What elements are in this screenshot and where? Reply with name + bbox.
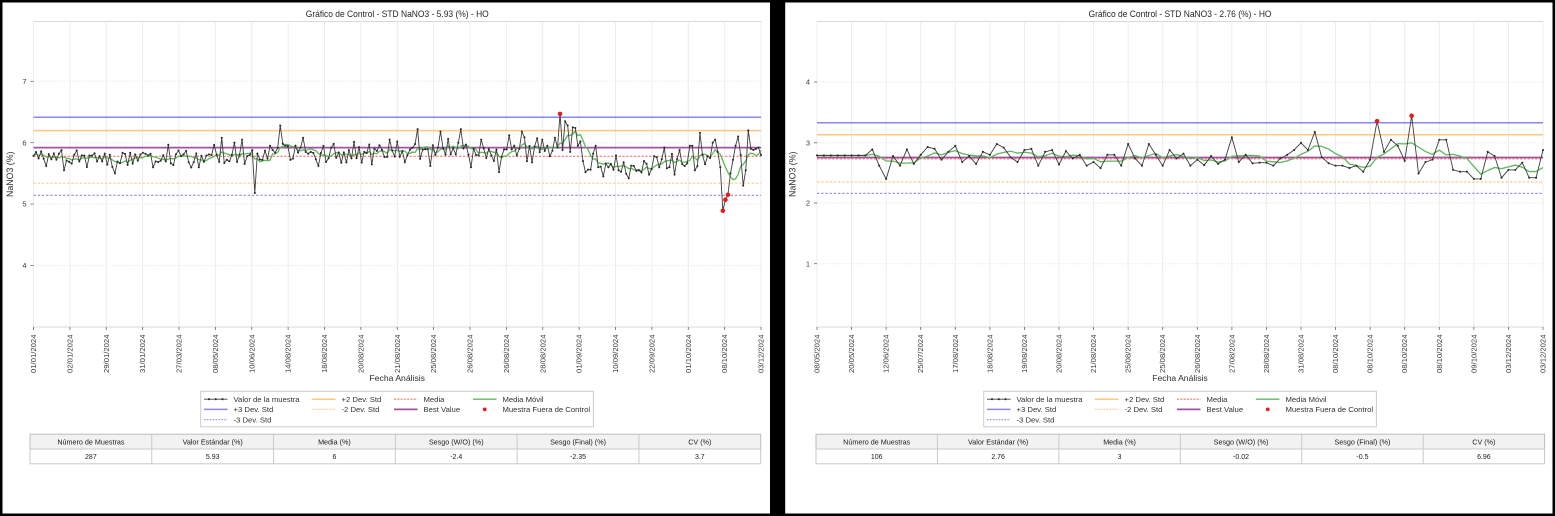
- svg-text:-0.02: -0.02: [1233, 454, 1249, 461]
- svg-text:-2 Dev. Std: -2 Dev. Std: [1125, 405, 1163, 414]
- svg-text:14/08/2024: 14/08/2024: [284, 335, 293, 374]
- svg-text:-3 Dev. Std: -3 Dev. Std: [1017, 415, 1055, 424]
- svg-text:5.93: 5.93: [206, 454, 220, 461]
- svg-text:26/08/2024: 26/08/2024: [502, 335, 511, 374]
- svg-text:01/01/2024: 01/01/2024: [29, 335, 38, 374]
- svg-text:20/08/2024: 20/08/2024: [1055, 335, 1064, 374]
- svg-text:Best Value: Best Value: [1207, 405, 1244, 414]
- svg-text:03/12/2024: 03/12/2024: [1539, 335, 1548, 374]
- svg-text:NaNO3 (%): NaNO3 (%): [5, 151, 15, 197]
- svg-text:Muestra Fuera de Control: Muestra Fuera de Control: [1286, 405, 1374, 414]
- svg-text:Media (%): Media (%): [1103, 437, 1136, 446]
- svg-text:18/08/2024: 18/08/2024: [320, 335, 329, 374]
- svg-text:01/10/2024: 01/10/2024: [684, 335, 693, 374]
- svg-text:08/05/2024: 08/05/2024: [813, 335, 822, 374]
- svg-text:+3 Dev. Std: +3 Dev. Std: [1017, 405, 1057, 414]
- svg-text:Media Móvil: Media Móvil: [503, 395, 544, 404]
- svg-text:Fecha Análisis: Fecha Análisis: [1152, 373, 1207, 383]
- svg-text:21/08/2024: 21/08/2024: [1089, 335, 1098, 374]
- svg-text:28/08/2024: 28/08/2024: [538, 335, 547, 374]
- svg-text:-2.4: -2.4: [450, 454, 462, 461]
- svg-text:NaNO3 (%): NaNO3 (%): [788, 151, 798, 197]
- svg-text:3: 3: [1118, 454, 1122, 461]
- svg-text:01/09/2024: 01/09/2024: [575, 335, 584, 374]
- svg-text:6.96: 6.96: [1477, 454, 1491, 461]
- svg-text:19/08/2024: 19/08/2024: [1020, 335, 1029, 374]
- svg-text:4: 4: [806, 78, 810, 87]
- svg-text:6: 6: [333, 454, 337, 461]
- svg-text:4: 4: [22, 261, 26, 270]
- svg-text:31/01/2024: 31/01/2024: [138, 335, 147, 374]
- svg-text:Valor Estándar (%): Valor Estándar (%): [183, 437, 243, 446]
- svg-text:17/08/2024: 17/08/2024: [951, 335, 960, 374]
- svg-text:Sesgo (Final) (%): Sesgo (Final) (%): [550, 437, 606, 446]
- svg-text:+2 Dev. Std: +2 Dev. Std: [1125, 395, 1165, 404]
- svg-text:Sesgo (W/O) (%): Sesgo (W/O) (%): [1214, 437, 1269, 446]
- svg-text:Valor Estándar (%): Valor Estándar (%): [968, 437, 1028, 446]
- svg-text:18/08/2024: 18/08/2024: [985, 335, 994, 374]
- svg-text:22/09/2024: 22/09/2024: [647, 335, 656, 374]
- svg-text:Gráfico de Control - STD NaNO3: Gráfico de Control - STD NaNO3 - 5.93 (%…: [306, 9, 489, 19]
- svg-text:08/10/2024: 08/10/2024: [1366, 335, 1375, 374]
- svg-text:21/08/2024: 21/08/2024: [393, 335, 402, 374]
- svg-text:2: 2: [806, 199, 810, 208]
- svg-text:Fecha Análisis: Fecha Análisis: [370, 373, 425, 383]
- svg-text:10/09/2024: 10/09/2024: [611, 335, 620, 374]
- svg-text:09/10/2024: 09/10/2024: [1469, 335, 1478, 374]
- svg-text:6: 6: [22, 138, 26, 147]
- svg-text:02/01/2024: 02/01/2024: [65, 335, 74, 374]
- svg-text:10/06/2024: 10/06/2024: [247, 335, 256, 374]
- svg-text:28/08/2024: 28/08/2024: [1262, 335, 1271, 374]
- svg-text:25/08/2024: 25/08/2024: [429, 335, 438, 374]
- svg-text:26/08/2024: 26/08/2024: [466, 335, 475, 374]
- svg-text:287: 287: [85, 454, 97, 461]
- svg-text:+3 Dev. Std: +3 Dev. Std: [234, 405, 274, 414]
- svg-text:-2.35: -2.35: [570, 454, 586, 461]
- svg-text:20/08/2024: 20/08/2024: [356, 335, 365, 374]
- svg-text:08/05/2024: 08/05/2024: [211, 335, 220, 374]
- svg-text:08/10/2024: 08/10/2024: [720, 335, 729, 374]
- svg-text:106: 106: [871, 454, 883, 461]
- svg-text:08/10/2024: 08/10/2024: [1435, 335, 1444, 374]
- svg-text:Sesgo (Final) (%): Sesgo (Final) (%): [1334, 437, 1390, 446]
- svg-text:25/08/2024: 25/08/2024: [1124, 335, 1133, 374]
- svg-text:Best Value: Best Value: [424, 405, 461, 414]
- svg-text:29/01/2024: 29/01/2024: [102, 335, 111, 374]
- svg-text:1: 1: [806, 259, 810, 268]
- svg-text:20/05/2024: 20/05/2024: [847, 335, 856, 374]
- svg-text:27/08/2024: 27/08/2024: [1227, 335, 1236, 374]
- svg-text:Media: Media: [424, 395, 446, 404]
- svg-text:CV (%): CV (%): [1472, 437, 1495, 446]
- svg-text:03/12/2024: 03/12/2024: [1504, 335, 1513, 374]
- svg-text:Media (%): Media (%): [318, 437, 351, 446]
- svg-text:Número de Muestras: Número de Muestras: [843, 437, 911, 446]
- svg-text:Sesgo (W/O) (%): Sesgo (W/O) (%): [429, 437, 484, 446]
- svg-text:Media: Media: [1207, 395, 1229, 404]
- svg-text:-2 Dev. Std: -2 Dev. Std: [342, 405, 380, 414]
- svg-text:03/12/2024: 03/12/2024: [757, 335, 766, 374]
- svg-text:2.76: 2.76: [991, 454, 1005, 461]
- svg-text:Número de Muestras: Número de Muestras: [57, 437, 125, 446]
- svg-text:27/03/2024: 27/03/2024: [175, 335, 184, 374]
- svg-text:CV (%): CV (%): [688, 437, 711, 446]
- svg-text:08/10/2024: 08/10/2024: [1400, 335, 1409, 374]
- svg-text:08/10/2024: 08/10/2024: [1331, 335, 1340, 374]
- svg-text:+2 Dev. Std: +2 Dev. Std: [342, 395, 382, 404]
- svg-text:Valor de la muestra: Valor de la muestra: [1017, 395, 1084, 404]
- svg-text:-3 Dev. Std: -3 Dev. Std: [234, 415, 272, 424]
- svg-text:12/06/2024: 12/06/2024: [882, 335, 891, 374]
- svg-text:Gráfico de Control - STD NaNO3: Gráfico de Control - STD NaNO3 - 2.76 (%…: [1089, 9, 1272, 19]
- svg-text:3: 3: [806, 138, 810, 147]
- svg-text:-0.5: -0.5: [1356, 454, 1368, 461]
- svg-text:7: 7: [22, 77, 26, 86]
- svg-text:Media Móvil: Media Móvil: [1286, 395, 1327, 404]
- svg-text:Valor de la muestra: Valor de la muestra: [234, 395, 301, 404]
- svg-text:Muestra Fuera de Control: Muestra Fuera de Control: [503, 405, 591, 414]
- svg-text:25/07/2024: 25/07/2024: [916, 335, 925, 374]
- svg-text:5: 5: [22, 200, 26, 209]
- svg-text:26/08/2024: 26/08/2024: [1193, 335, 1202, 374]
- svg-text:3.7: 3.7: [695, 454, 705, 461]
- svg-text:31/08/2024: 31/08/2024: [1297, 335, 1306, 374]
- svg-text:25/08/2024: 25/08/2024: [1158, 335, 1167, 374]
